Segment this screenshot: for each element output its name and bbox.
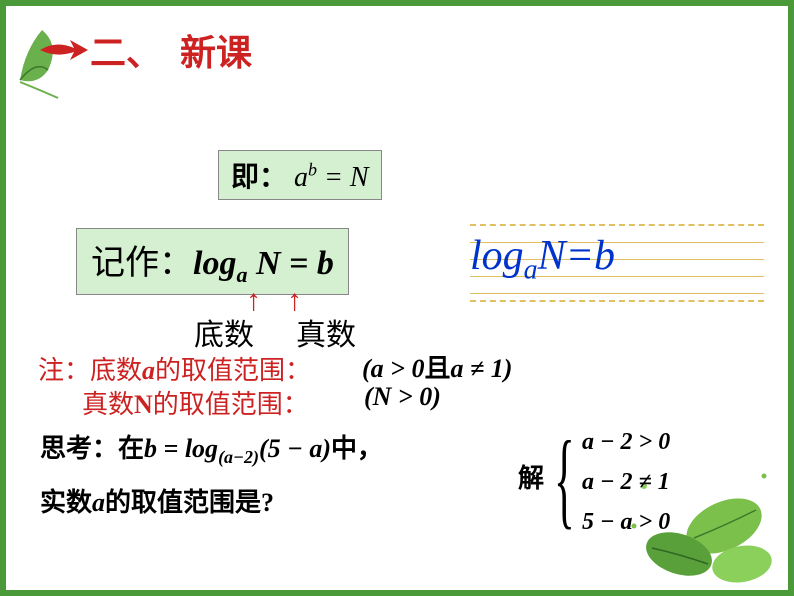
exponential-formula-box: 即： ab = N xyxy=(218,150,382,200)
antilog-label: 真数 xyxy=(296,319,356,352)
antilog-condition: (N > 0) xyxy=(364,382,441,412)
header-bullet: 二、 xyxy=(90,24,162,76)
base-condition: (a > 0且a ≠ 1) xyxy=(362,348,512,385)
think-var: a xyxy=(92,488,105,517)
formula1-exp: b xyxy=(308,160,317,180)
note2-prefix: 真数 xyxy=(82,390,134,419)
base-label: 底数 xyxy=(194,319,254,352)
note-antilog-range: 真数N的取值范围： xyxy=(82,384,309,421)
formula1-label: 即： xyxy=(231,162,287,193)
cursive-log: log xyxy=(470,233,524,279)
left-brace: { xyxy=(554,418,575,542)
log-formula-box: 记作：loga N = b xyxy=(76,228,349,295)
header-title: 新课 xyxy=(180,24,252,76)
arrow-icon xyxy=(36,30,96,70)
note1-prefix: 注：底数 xyxy=(38,356,142,385)
note-base-range: 注：底数a的取值范围： xyxy=(38,350,311,387)
think-line2-post: 的取值范围是? xyxy=(105,488,274,517)
sys-eq1: a − 2 > 0 xyxy=(582,422,670,462)
cursive-rest: N=b xyxy=(538,233,615,279)
formula1-eq: = N xyxy=(317,162,369,193)
think-line2-pre: 实数 xyxy=(40,488,92,517)
component-labels: 底数 真数 xyxy=(194,310,356,354)
formula1-base: a xyxy=(294,162,308,193)
think-question: 思考：在b = log(a−2)(5 − a)中， 实数a的取值范围是? xyxy=(40,426,510,526)
formula2-rest: N = b xyxy=(247,245,333,282)
solve-label: 解 xyxy=(518,458,544,495)
think-math: b = log(a−2)(5 − a) xyxy=(144,434,331,463)
formula2-log: log xyxy=(193,245,236,282)
cursive-log-formula: logaN=b xyxy=(470,224,764,302)
sys-eq2: a − 2 ≠ 1 xyxy=(582,462,670,502)
note1-suffix: 的取值范围： xyxy=(155,356,311,385)
cursive-sub: a xyxy=(524,254,538,285)
note2-var: N xyxy=(134,390,153,419)
formula2-label: 记作 xyxy=(91,245,159,282)
note2-suffix: 的取值范围： xyxy=(153,390,309,419)
section-header: 二、 新课 xyxy=(36,24,252,76)
think-post: 中， xyxy=(331,434,383,463)
note1-var: a xyxy=(142,356,155,385)
formula2-colon: ： xyxy=(159,245,193,282)
sys-eq3: 5 − a > 0 xyxy=(582,502,670,542)
equation-system: a − 2 > 0 a − 2 ≠ 1 5 − a > 0 xyxy=(582,422,670,542)
think-pre: 思考：在 xyxy=(40,434,144,463)
